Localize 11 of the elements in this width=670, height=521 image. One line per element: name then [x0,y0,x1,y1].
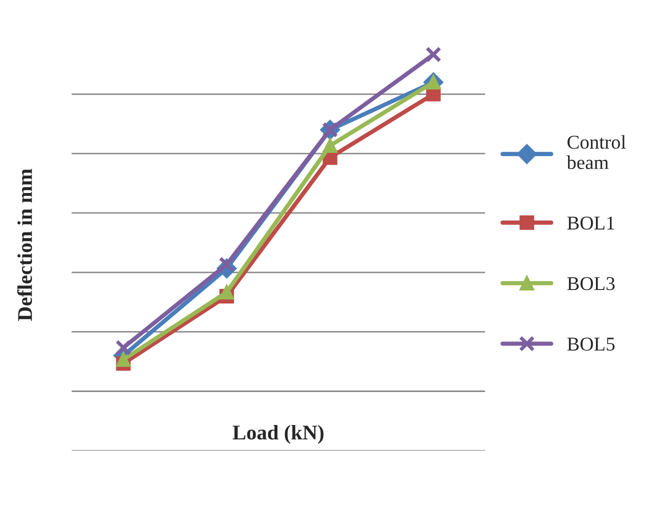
legend-label: BOL5 [567,338,615,351]
point [219,284,234,300]
point [116,352,131,367]
point [115,340,132,356]
point [425,46,442,63]
y-axis-title: Deflection in mm [17,168,32,321]
legend-label: Control beam [566,135,626,170]
legend-label: BOL3 [567,277,615,290]
x-axis-title: Load (kN) [232,424,324,444]
point [322,138,338,153]
legend-label: BOL1 [567,216,614,230]
